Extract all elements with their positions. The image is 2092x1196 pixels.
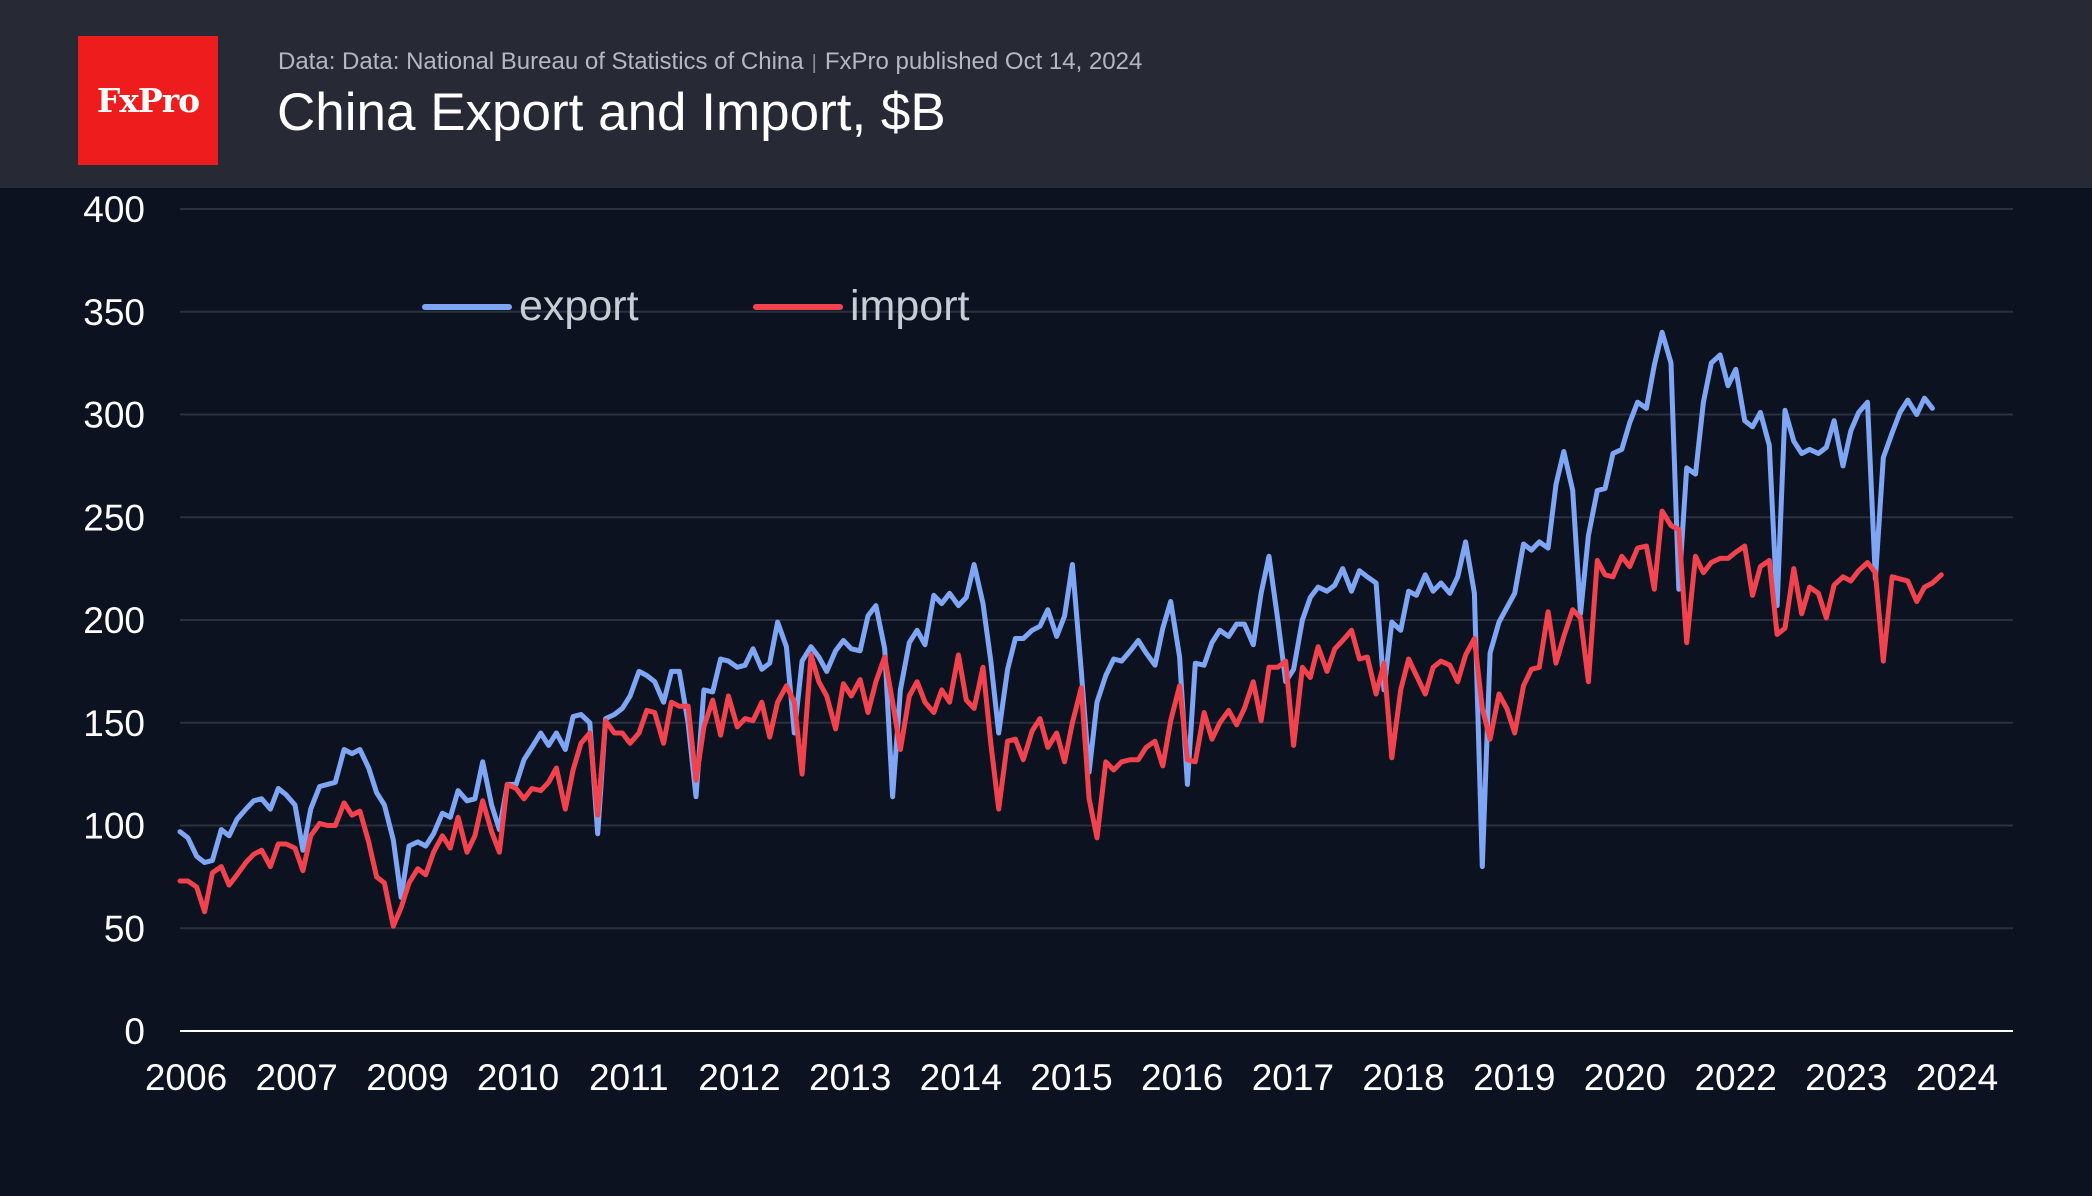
- publisher-text: FxPro published Oct 14, 2024: [824, 48, 1143, 75]
- separator: |: [811, 52, 817, 74]
- x-tick-label: 2011: [589, 1057, 669, 1098]
- y-tick-label: 400: [83, 189, 145, 230]
- y-tick-label: 350: [83, 292, 145, 333]
- x-axis-ticks: 2006 2007 2009 2010 2011 2012 2013 2014 2015 2016…: [145, 1057, 1998, 1098]
- source-line: Data: Data: National Bureau of Statistic…: [278, 48, 1142, 76]
- export-legend-label: export: [519, 282, 639, 330]
- import-series-line: [177, 508, 1944, 929]
- x-tick-label: 2012: [698, 1057, 780, 1098]
- y-tick-label: 150: [83, 703, 145, 744]
- x-tick-label: 2020: [1584, 1057, 1666, 1098]
- legend: export import: [422, 282, 970, 330]
- x-tick-label: 2019: [1473, 1057, 1555, 1098]
- x-tick-label: 2022: [1694, 1057, 1776, 1098]
- x-tick-label: 2007: [256, 1057, 338, 1098]
- x-tick-label: 2014: [920, 1057, 1002, 1098]
- x-tick-label: 2016: [1141, 1057, 1223, 1098]
- export-series-line: [177, 329, 1935, 900]
- y-tick-label: 0: [124, 1011, 145, 1052]
- y-tick-label: 200: [83, 600, 145, 641]
- x-tick-label: 2006: [145, 1057, 227, 1098]
- grid-lines: [180, 208, 2013, 930]
- y-tick-label: 50: [104, 908, 145, 949]
- chart-title: China Export and Import, $B: [277, 83, 946, 142]
- import-legend-label: import: [850, 282, 970, 330]
- y-tick-label: 250: [83, 497, 145, 538]
- source-text: Data: Data: National Bureau of Statistic…: [278, 48, 804, 75]
- y-tick-label: 300: [83, 395, 145, 436]
- x-tick-label: 2023: [1805, 1057, 1887, 1098]
- x-tick-label: 2015: [1030, 1057, 1112, 1098]
- x-tick-label: 2009: [366, 1057, 448, 1098]
- x-tick-label: 2017: [1252, 1057, 1334, 1098]
- x-tick-label: 2024: [1916, 1057, 1998, 1098]
- fxpro-logo: FxPro: [78, 36, 218, 165]
- y-tick-label: 100: [83, 806, 145, 847]
- header-bar: FxPro Data: Data: National Bureau of Sta…: [0, 0, 2092, 188]
- x-tick-label: 2013: [809, 1057, 891, 1098]
- x-tick-label: 2010: [477, 1057, 559, 1098]
- logo-text: FxPro: [96, 81, 200, 120]
- x-tick-label: 2018: [1362, 1057, 1444, 1098]
- series-lines: [177, 329, 1944, 929]
- y-axis-ticks: 0 50 100 150 200 250 300 350 400: [83, 189, 145, 1052]
